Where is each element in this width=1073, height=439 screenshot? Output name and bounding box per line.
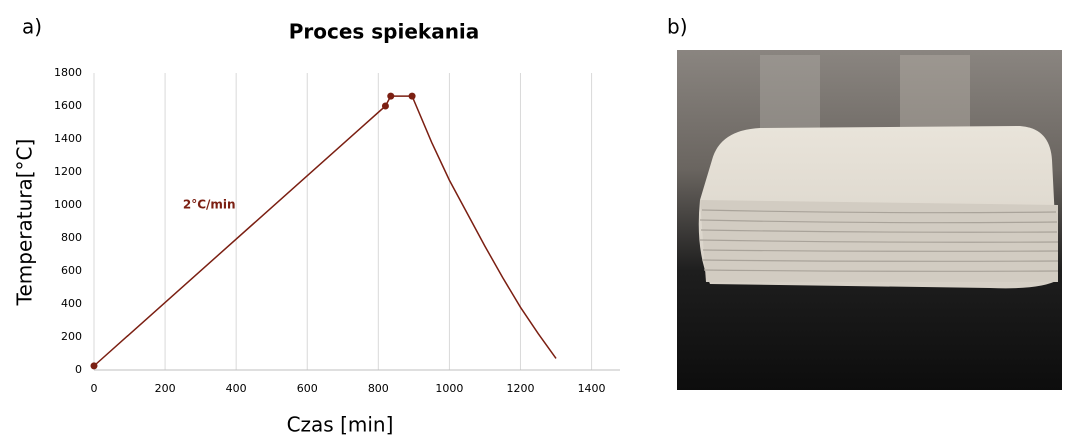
y-tick-label: 1600 [54,99,82,112]
chart-title: Proces spiekania [289,20,480,44]
marker [408,92,416,100]
y-tick-label: 400 [61,297,82,310]
annotation: 2°C/min [183,198,236,212]
x-tick-label: 0 [91,382,98,395]
x-tick-label: 1000 [435,382,463,395]
photo [677,50,1062,390]
x-tick-label: 600 [297,382,318,395]
x-tick-label: 1400 [578,382,606,395]
y-tick-label: 200 [61,330,82,343]
x-axis-label: Czas [min] [287,413,394,437]
y-tick-label: 1800 [54,66,82,79]
x-tick-label: 1200 [506,382,534,395]
marker [90,362,98,370]
x-tick-label: 400 [226,382,247,395]
y-tick-label: 1000 [54,198,82,211]
line [93,95,557,367]
y-tick-label: 800 [61,231,82,244]
y-tick-label: 0 [75,363,82,376]
x-tick-label: 200 [155,382,176,395]
y-axis-label: Temperatura[°C] [13,139,37,307]
panel-label: a) [22,15,42,39]
panel-label: b) [667,15,688,39]
marker [381,102,389,110]
marker [387,92,395,100]
x-tick-label: 800 [368,382,389,395]
y-tick-label: 1200 [54,165,82,178]
y-tick-label: 1400 [54,132,82,145]
y-tick-label: 600 [61,264,82,277]
